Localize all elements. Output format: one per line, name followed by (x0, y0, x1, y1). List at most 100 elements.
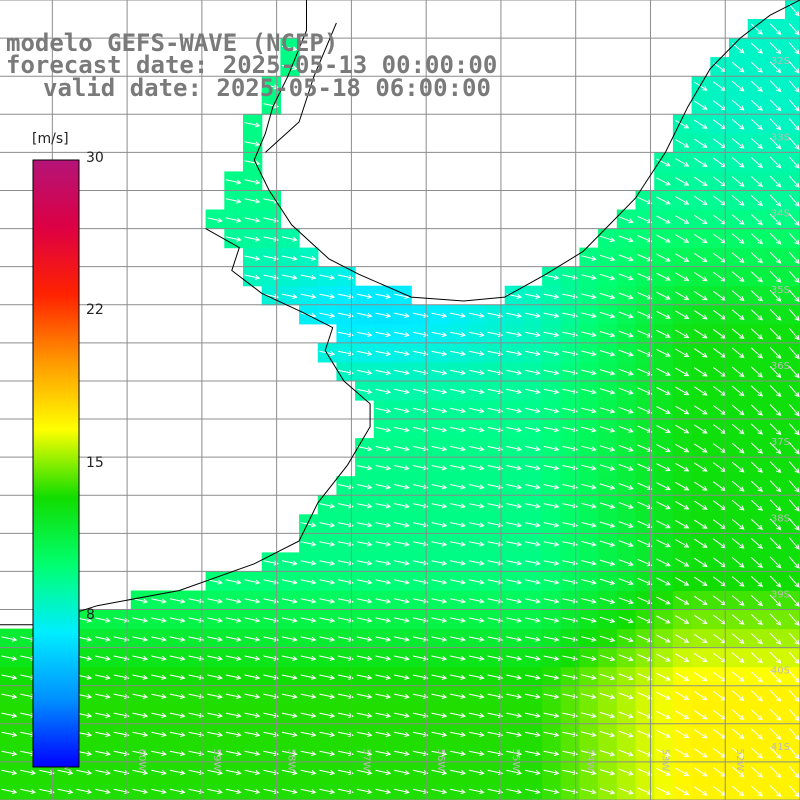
field-cell (729, 476, 749, 496)
wind-arrow (487, 560, 504, 566)
field-cell (766, 228, 786, 249)
wind-arrow (225, 579, 242, 585)
wind-arrow (731, 385, 745, 397)
wind-arrows (1, 3, 800, 798)
wind-arrow (656, 596, 671, 605)
wind-arrow (356, 655, 373, 661)
wind-arrow (750, 233, 763, 245)
wind-arrow (468, 731, 485, 738)
wind-arrow (618, 502, 634, 509)
wind-arrow (656, 348, 671, 357)
wind-arrow (750, 480, 763, 492)
wind-arrow (675, 577, 690, 586)
wind-arrow (656, 729, 671, 738)
wind-arrow (207, 750, 223, 757)
wind-arrow (788, 80, 800, 93)
wind-arrow (263, 84, 280, 90)
wind-arrow (731, 347, 745, 359)
wind-arrow (580, 255, 597, 261)
wind-arrow (506, 522, 523, 528)
field-cell (785, 342, 800, 363)
wind-arrow (151, 617, 167, 623)
wind-arrow (431, 503, 448, 509)
wind-arrow (788, 575, 800, 588)
wind-arrow (412, 350, 429, 357)
wind-arrow (375, 407, 392, 414)
wind-arrow (562, 331, 579, 338)
wind-arrow (487, 484, 504, 490)
wind-arrow (788, 99, 800, 112)
wind-arrow (599, 616, 616, 623)
wind-arrow (94, 636, 111, 642)
wind-arrow (394, 712, 410, 718)
wind-arrow (431, 674, 448, 680)
wind-arrow (788, 118, 800, 131)
wind-arrow (524, 445, 541, 452)
wind-arrow (468, 369, 485, 376)
field-cell (710, 761, 730, 782)
wind-arrow (618, 273, 634, 281)
wind-arrow (356, 579, 373, 585)
field-cell (766, 76, 786, 96)
wind-arrow (207, 636, 223, 642)
wind-arrow (788, 403, 800, 417)
wind-arrow (524, 293, 541, 299)
field-cell (785, 495, 800, 515)
wind-arrow (750, 290, 763, 302)
wind-arrow (244, 274, 261, 280)
wind-arrow (731, 671, 745, 682)
wind-arrow (562, 655, 579, 661)
wind-arrow (244, 122, 261, 128)
wind-arrow (599, 502, 616, 509)
field-cell (710, 361, 730, 382)
wind-arrow (468, 484, 485, 490)
wind-arrow (637, 463, 653, 471)
wind-arrow (731, 519, 745, 530)
wind-arrow (450, 731, 466, 738)
wind-arrow (769, 785, 782, 797)
wind-arrow (618, 349, 634, 357)
wind-arrow (675, 786, 690, 796)
wind-arrow (468, 788, 485, 795)
wind-arrow (468, 579, 485, 585)
wind-arrow (263, 731, 280, 738)
wind-arrow (524, 484, 541, 490)
wind-arrow (412, 541, 429, 547)
field-cell (729, 647, 749, 668)
wind-arrow (281, 712, 298, 718)
wind-arrow (769, 670, 782, 683)
wind-arrow (337, 484, 354, 490)
wind-arrow (394, 445, 410, 452)
wind-arrow (412, 655, 429, 661)
wind-arrow (468, 541, 485, 547)
wind-arrow (637, 292, 653, 300)
wind-arrow (263, 769, 280, 776)
wind-arrow (731, 252, 745, 263)
wind-arrow (394, 636, 410, 642)
field-cell (747, 704, 767, 725)
field-cell (785, 647, 800, 668)
wind-arrow (637, 596, 653, 605)
wind-arrow (132, 617, 149, 623)
wind-arrow (113, 636, 130, 642)
lat-label: 40S (771, 666, 790, 677)
wind-arrow (487, 712, 504, 718)
wind-arrow (487, 788, 504, 795)
wind-arrow (412, 465, 429, 471)
field-cell (747, 609, 767, 630)
wind-arrow (769, 766, 782, 778)
lat-label: 33S (771, 132, 790, 143)
wind-arrow (618, 559, 634, 566)
wind-arrow (694, 348, 708, 358)
wind-arrow (375, 445, 392, 452)
wind-arrow (769, 42, 782, 55)
wind-arrow (580, 293, 597, 300)
wind-arrow (750, 575, 763, 588)
field-cell (747, 95, 767, 115)
wind-arrow (375, 541, 392, 547)
wind-arrow (599, 369, 616, 376)
wind-arrow (263, 655, 280, 661)
wind-arrow (319, 655, 336, 661)
wind-arrow (599, 273, 616, 281)
